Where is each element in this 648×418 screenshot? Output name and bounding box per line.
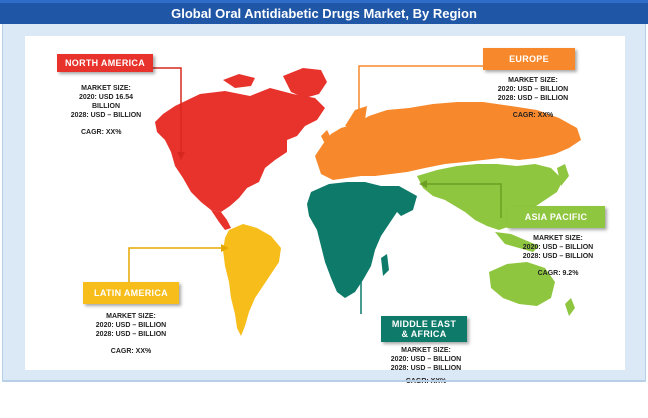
latin-america-cagr: CAGR: XX%	[110, 348, 152, 355]
world-map	[128, 65, 581, 336]
europe-shape	[315, 102, 581, 180]
north-america-2020-unit: BILLION	[92, 103, 120, 110]
uk-shape	[321, 130, 331, 144]
middle-east-africa-arrow	[345, 251, 362, 314]
europe-cagr: CAGR: XX%	[512, 112, 554, 119]
latin-america-2020: 2020: USD – BILLION	[95, 322, 167, 329]
europe-market-size-label: MARKET SIZE:	[508, 77, 558, 84]
north-america-2028: 2028: USD – BILLION	[70, 112, 142, 119]
north-america-info: MARKET SIZE: 2020: USD 16.54 BILLION 202…	[61, 84, 151, 137]
latin-america-arrow	[128, 247, 225, 282]
latin-america-2028: 2028: USD – BILLION	[95, 331, 167, 338]
asia-pacific-market-size-label: MARKET SIZE:	[533, 235, 583, 242]
europe-arrow	[358, 65, 485, 136]
north-america-market-size-label: MARKET SIZE:	[81, 85, 131, 92]
europe-info: MARKET SIZE: 2020: USD – BILLION 2028: U…	[487, 76, 579, 120]
middle-east-africa-shape	[307, 182, 405, 298]
japan-shape	[557, 164, 569, 186]
asia-pacific-info: MARKET SIZE: 2020: USD – BILLION 2028: U…	[509, 234, 607, 278]
asia-pacific-label: ASIA PACIFIC	[507, 206, 605, 228]
middle-east-africa-market-size-label: MARKET SIZE:	[401, 347, 451, 354]
north-america-arrowhead	[177, 152, 185, 160]
north-america-label: NORTH AMERICA	[57, 54, 153, 72]
middle-east-africa-arrowhead	[341, 248, 349, 256]
north-america-2020: 2020: USD 16.54	[78, 94, 134, 101]
asia-pacific-name: ASIA PACIFIC	[524, 212, 588, 222]
page-title: Global Oral Antidiabetic Drugs Market, B…	[0, 0, 648, 24]
central-america-shape	[211, 210, 231, 230]
middle-east-africa-name-line1: MIDDLE EAST	[391, 319, 457, 329]
north-america-shape	[155, 88, 325, 212]
europe-name: EUROPE	[509, 54, 549, 64]
map-area: NORTH AMERICA MARKET SIZE: 2020: USD 16.…	[25, 36, 625, 370]
asia-pacific-2028: 2028: USD – BILLION	[522, 253, 594, 260]
asia-pacific-cagr: CAGR: 9.2%	[537, 270, 579, 277]
latin-america-name: LATIN AMERICA	[94, 288, 168, 298]
madagascar-shape	[381, 254, 389, 276]
middle-east-africa-2020: 2020: USD – BILLION	[390, 356, 462, 363]
europe-2020: 2020: USD – BILLION	[497, 86, 569, 93]
latin-america-info: MARKET SIZE: 2020: USD – BILLION 2028: U…	[83, 312, 179, 356]
latin-america-shape	[223, 224, 281, 336]
arabian-peninsula-shape	[381, 186, 417, 216]
scandinavia-shape	[345, 106, 367, 128]
latin-america-market-size-label: MARKET SIZE:	[106, 313, 156, 320]
asia-pacific-arrowhead	[419, 180, 427, 188]
arctic-islands-shape	[223, 74, 255, 88]
australia-shape	[489, 262, 555, 306]
middle-east-africa-2028: 2028: USD – BILLION	[390, 365, 462, 372]
middle-east-africa-name-line2: & AFRICA	[401, 329, 447, 339]
europe-arrowhead	[355, 132, 363, 140]
north-america-arrow	[151, 67, 182, 156]
asia-pacific-arrow	[423, 183, 502, 218]
new-zealand-shape	[565, 298, 575, 316]
asia-pacific-shape	[417, 164, 563, 230]
latin-america-arrowhead	[221, 244, 229, 252]
panel-bottom-border	[2, 380, 646, 382]
europe-2028: 2028: USD – BILLION	[497, 95, 569, 102]
title-text: Global Oral Antidiabetic Drugs Market, B…	[171, 6, 477, 21]
europe-label: EUROPE	[483, 48, 575, 70]
north-america-cagr: CAGR: XX%	[81, 129, 122, 136]
latin-america-label: LATIN AMERICA	[83, 282, 179, 304]
north-america-name: NORTH AMERICA	[64, 58, 146, 68]
middle-east-africa-label: MIDDLE EAST & AFRICA	[381, 316, 467, 342]
asia-pacific-2020: 2020: USD – BILLION	[522, 244, 594, 251]
map-panel: NORTH AMERICA MARKET SIZE: 2020: USD 16.…	[2, 24, 646, 380]
greenland-shape	[283, 68, 327, 98]
southeast-asia-shape	[495, 232, 539, 252]
